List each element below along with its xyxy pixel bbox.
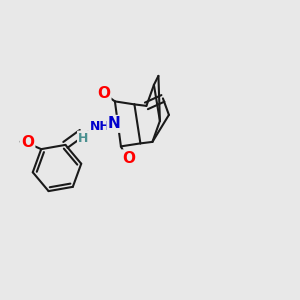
Text: NH: NH xyxy=(89,120,110,133)
Text: H: H xyxy=(78,132,88,145)
Text: O: O xyxy=(122,151,135,166)
Text: O: O xyxy=(21,135,34,150)
Text: N: N xyxy=(108,116,121,131)
Text: O: O xyxy=(97,86,110,101)
